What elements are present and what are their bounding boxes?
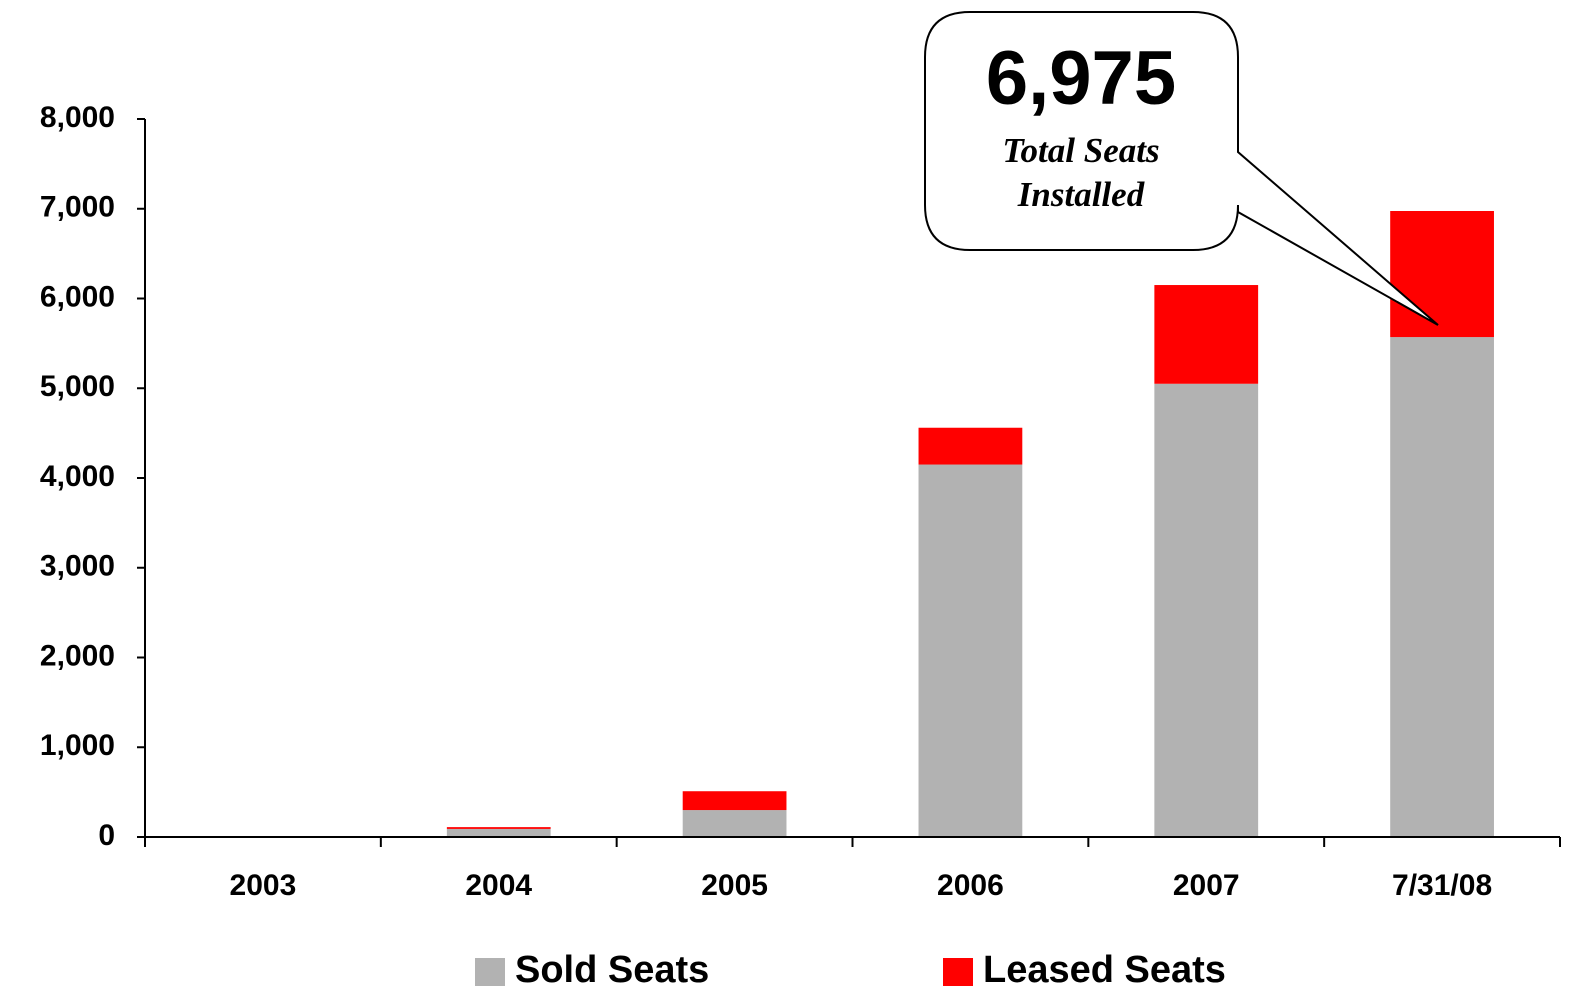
annotation-text: Installed — [1017, 175, 1145, 214]
y-tick-label: 6,000 — [40, 280, 115, 313]
x-tick-label: 2007 — [1173, 869, 1240, 902]
bar-segment — [446, 827, 551, 829]
bar-segment — [446, 828, 551, 837]
bar-segment — [682, 791, 787, 811]
y-tick-label: 1,000 — [40, 729, 115, 762]
bar-segment — [1390, 210, 1494, 338]
y-tick-label: 0 — [98, 819, 115, 852]
x-tick-label: 2006 — [937, 869, 1004, 902]
legend-swatch — [475, 958, 505, 986]
x-tick-label: 7/31/08 — [1392, 869, 1492, 902]
y-tick-label: 7,000 — [40, 191, 115, 224]
y-tick-label: 3,000 — [40, 550, 115, 583]
y-tick-label: 5,000 — [40, 370, 115, 403]
x-tick-label: 2004 — [465, 869, 532, 902]
bar-segment — [1154, 383, 1259, 837]
bar-segment — [918, 427, 1023, 465]
annotation-value: 6,975 — [986, 36, 1176, 121]
bar-segment — [1154, 285, 1259, 384]
legend-label: Leased Seats — [983, 949, 1226, 991]
annotation-text: Total Seats — [1002, 131, 1159, 170]
y-tick-label: 4,000 — [40, 460, 115, 493]
bar-segment — [1390, 337, 1494, 837]
callout — [924, 11, 1439, 326]
x-tick-label: 2003 — [230, 869, 297, 902]
y-tick-label: 8,000 — [40, 101, 115, 134]
legend-label: Sold Seats — [515, 949, 709, 991]
y-tick-label: 2,000 — [40, 639, 115, 672]
legend-swatch — [943, 958, 973, 986]
bar-segment — [918, 464, 1023, 837]
bar-segment — [682, 810, 787, 837]
x-tick-label: 2005 — [701, 869, 768, 902]
